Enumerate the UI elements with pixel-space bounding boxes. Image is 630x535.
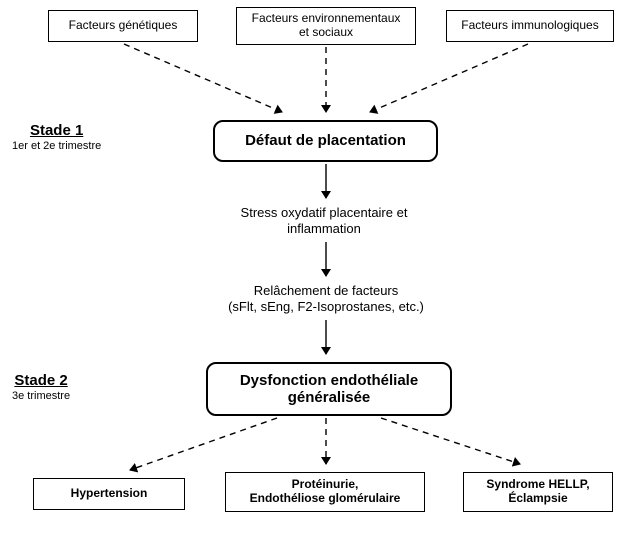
node-label: Facteurs environnementauxet sociaux [241, 12, 411, 40]
stage-title: Stade 2 [12, 372, 70, 390]
node-hypertension: Hypertension [33, 478, 185, 510]
node-facteurs-genetiques: Facteurs génétiques [48, 10, 198, 42]
node-label: Facteurs génétiques [53, 19, 193, 33]
label-stress-oxydatif: Stress oxydatif placentaire etinflammati… [174, 205, 474, 236]
node-label: Protéinurie,Endothéliose glomérulaire [230, 478, 420, 506]
node-label: Dysfonction endothélialegénéralisée [212, 372, 446, 407]
stage-2-label: Stade 2 3e trimestre [12, 372, 70, 403]
label-text: Relâchement de facteurs(sFlt, sEng, F2-I… [228, 283, 424, 314]
stage-1-label: Stade 1 1er et 2e trimestre [12, 122, 101, 153]
node-label: Facteurs immunologiques [451, 19, 609, 33]
node-facteurs-immunologiques: Facteurs immunologiques [446, 10, 614, 42]
arrows-layer [0, 0, 630, 535]
node-label: Hypertension [38, 487, 180, 501]
node-label: Défaut de placentation [219, 132, 432, 149]
flowchart-canvas: Facteurs génétiques Facteurs environneme… [0, 0, 630, 535]
node-dysfonction-endotheliale: Dysfonction endothélialegénéralisée [206, 362, 452, 416]
node-facteurs-environnementaux: Facteurs environnementauxet sociaux [236, 7, 416, 45]
label-relachement-facteurs: Relâchement de facteurs(sFlt, sEng, F2-I… [161, 283, 491, 314]
node-proteinurie: Protéinurie,Endothéliose glomérulaire [225, 472, 425, 512]
stage-title: Stade 1 [12, 122, 101, 140]
label-text: Stress oxydatif placentaire etinflammati… [241, 205, 408, 236]
node-defaut-placentation: Défaut de placentation [213, 120, 438, 162]
stage-subtitle: 1er et 2e trimestre [12, 140, 101, 153]
stage-subtitle: 3e trimestre [12, 390, 70, 403]
node-syndrome-hellp: Syndrome HELLP,Éclampsie [463, 472, 613, 512]
node-label: Syndrome HELLP,Éclampsie [468, 478, 608, 506]
